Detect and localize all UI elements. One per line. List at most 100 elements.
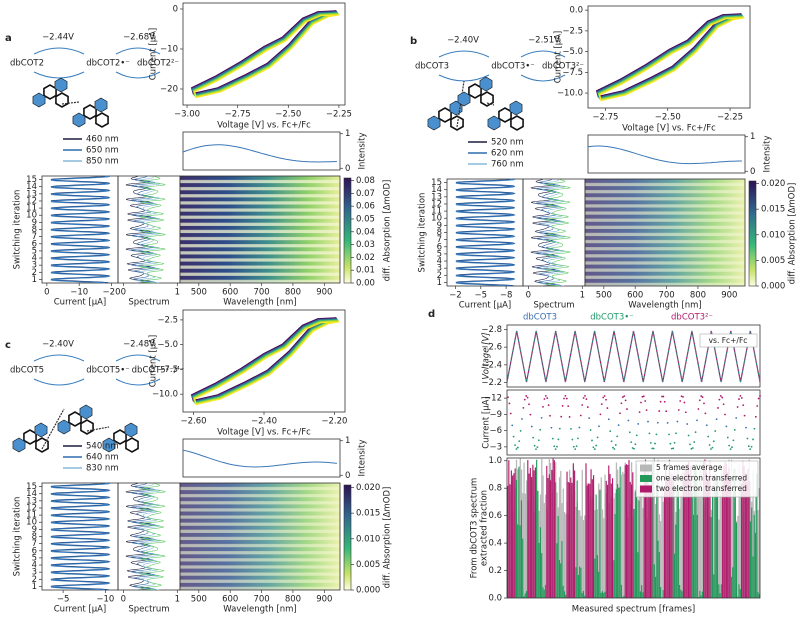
y-tick-label: 12 — [26, 503, 37, 513]
fraction-bar — [642, 592, 644, 598]
current-dot — [554, 448, 557, 451]
y-tick-label: 5 — [32, 246, 37, 256]
fraction-bar — [620, 584, 622, 598]
y-tick-label: 0.02 — [356, 253, 375, 263]
fraction-bar — [618, 487, 620, 598]
current-dot — [612, 446, 614, 449]
average-bar — [641, 461, 643, 598]
x-tick-label: 600 — [222, 595, 238, 605]
fraction-bar — [598, 571, 600, 598]
fraction-bar — [672, 478, 674, 598]
average-bar — [662, 501, 664, 598]
current-dot — [704, 412, 707, 415]
current-dot — [739, 394, 742, 397]
y-tick-label: 0 — [173, 5, 178, 15]
cv-curve — [193, 320, 339, 405]
y-tick-label: 0.03 — [356, 240, 375, 250]
x-tick-label: 800 — [690, 291, 706, 301]
current-dot — [682, 395, 684, 398]
y-tick-label: 14 — [431, 185, 442, 195]
current-dot — [711, 446, 714, 449]
current-dot — [689, 443, 691, 446]
fraction-bar — [738, 584, 740, 598]
legend-label: 830 nm — [86, 464, 119, 474]
current-dot — [641, 395, 644, 398]
species: dbCOT3 — [415, 62, 449, 72]
fraction-bar — [580, 567, 582, 598]
y-tick-label: −2.2 — [481, 378, 502, 388]
current-dot — [516, 446, 519, 449]
spectrum-trace — [139, 483, 166, 591]
species: dbCOT2 — [10, 59, 44, 69]
current-dot — [610, 440, 613, 443]
x-axis-label: Voltage [V] vs. Fc+/Fc — [217, 121, 311, 131]
fraction-bar — [624, 465, 626, 598]
intensity-curve — [182, 144, 337, 163]
fraction-bar — [725, 463, 727, 598]
current-dot — [584, 394, 586, 397]
average-bar — [579, 510, 581, 598]
fraction-bar — [748, 480, 750, 598]
fraction-bar — [681, 591, 683, 598]
current-dot — [677, 409, 680, 411]
y-tick-label: −2.6 — [481, 343, 502, 353]
fraction-bar — [682, 480, 684, 598]
fraction-bar — [741, 483, 743, 598]
y-axis-label: Switching iteration — [13, 190, 23, 270]
current-dot — [745, 426, 747, 429]
molecule-ring — [54, 77, 68, 93]
redox-arrow — [33, 378, 85, 386]
molecule-ring — [80, 419, 94, 435]
current-dot — [560, 415, 563, 418]
fraction-bar — [615, 489, 617, 598]
fraction-bar — [531, 476, 533, 598]
current-dot — [508, 402, 511, 405]
y-tick-label: −20 — [160, 85, 178, 95]
current-dot — [507, 396, 509, 399]
current-dot — [592, 446, 595, 449]
average-bar — [758, 488, 760, 598]
average-bar — [541, 458, 543, 598]
plot-frame — [179, 482, 341, 591]
y-tick-label: 2 — [437, 271, 442, 281]
fraction-bar — [716, 481, 719, 598]
fraction-bar — [594, 558, 596, 598]
fraction-bar — [579, 566, 581, 598]
plot-frame — [182, 131, 341, 171]
fraction-bar — [630, 484, 633, 598]
molecule-ring — [68, 411, 82, 427]
average-bar — [542, 475, 544, 598]
fraction-bar — [673, 553, 676, 598]
cv-curve — [597, 15, 744, 100]
molecule-ring — [32, 92, 46, 108]
current-dot — [645, 409, 648, 412]
y-tick-label: 15 — [431, 178, 442, 188]
current-dot — [533, 444, 536, 447]
fraction-bar — [636, 464, 638, 598]
fraction-bar — [586, 485, 588, 598]
legend-swatch — [640, 485, 652, 493]
potential: −2.48V — [123, 340, 155, 350]
current-dot — [691, 447, 694, 449]
current-dot — [558, 427, 561, 430]
current-dot — [561, 405, 564, 407]
y-tick-label: −5.0 — [562, 47, 583, 57]
current-dot — [626, 408, 628, 410]
fraction-bar — [528, 473, 530, 598]
redox-arrow — [33, 354, 85, 362]
current-dot — [687, 434, 690, 437]
x-axis-label: Spectrum — [533, 301, 574, 311]
x-tick-label: 800 — [285, 595, 301, 605]
x-tick-label: 0 — [121, 288, 126, 298]
x-tick-label: 700 — [253, 595, 269, 605]
molecule-ring — [498, 107, 512, 123]
y-tick-label: 1 — [345, 436, 350, 446]
y-axis-label: Current [μA] — [482, 396, 492, 448]
x-tick-label: −5 — [475, 291, 488, 301]
current-dot — [705, 424, 708, 427]
fraction-bar — [541, 553, 543, 598]
y-tick-label: 0.020 — [356, 483, 380, 493]
current-dot — [690, 447, 693, 450]
current-dot — [747, 445, 750, 448]
